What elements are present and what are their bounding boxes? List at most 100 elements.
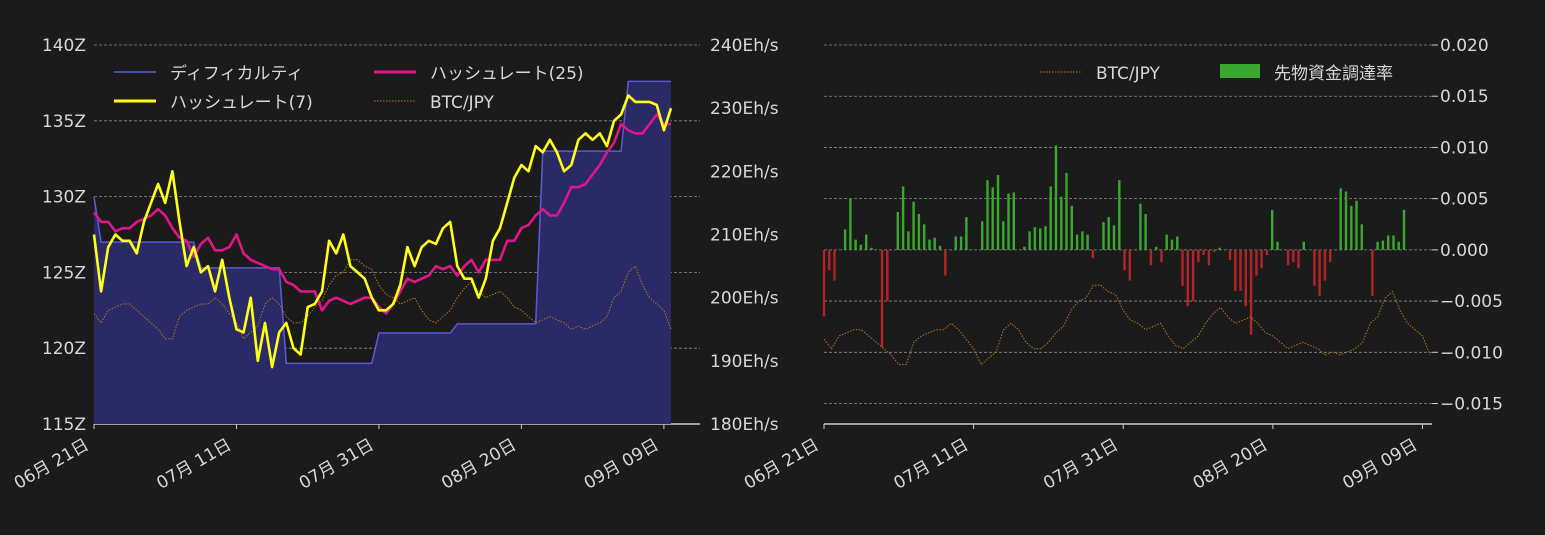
funding-rate-bar [1023, 246, 1026, 250]
funding-rate-bar [1039, 228, 1042, 250]
funding-rate-bar [901, 186, 905, 250]
funding-rate-bar [1139, 203, 1142, 250]
x-axis-tick-label: 07月 31日 [296, 435, 378, 494]
right-axis-tick-label: 0.010 [1440, 138, 1489, 158]
left-axis-tick-label: 130Z [42, 188, 86, 208]
x-axis-tick-label: 08月 20日 [438, 435, 520, 494]
funding-rate-bar [907, 231, 910, 250]
funding-rate-bar [981, 221, 984, 250]
right-axis-tick-label: 220Eh/s [710, 162, 779, 182]
funding-rate-bar [880, 249, 884, 348]
left-axis-tick-label: 120Z [42, 339, 86, 359]
funding-rate-bar [854, 239, 857, 250]
funding-rate-bar [1123, 249, 1126, 271]
funding-rate-bar [1297, 249, 1300, 269]
funding-rate-bar [1060, 196, 1063, 250]
right-axis-tick-label: 200Eh/s [710, 289, 779, 309]
funding-rate-bar [1292, 249, 1295, 263]
funding-rate-bar [1318, 249, 1321, 296]
legend-funding-rate-label: 先物資金調達率 [1274, 64, 1393, 84]
funding-rate-bar [870, 247, 873, 250]
funding-rate-bar [1397, 241, 1400, 250]
funding-rate-bar [1191, 249, 1195, 302]
funding-rate-bar [1049, 186, 1052, 250]
funding-rate-bar [1265, 249, 1269, 255]
funding-rate-bar [1207, 249, 1211, 266]
funding-rate-bar [938, 245, 942, 250]
funding-rate-bar [1160, 249, 1163, 263]
funding-rate-bar [928, 239, 931, 250]
funding-rate-bar [1302, 241, 1305, 250]
x-axis-tick-label: 07月 11日 [153, 435, 235, 494]
left-chart-difficulty-hashrate: 140Z 135Z 130Z 125Z 120Z 115Z 240Eh/s 230Eh/s 22… [11, 36, 779, 494]
legend-btc-jpy-label: BTC/JPY [1096, 64, 1161, 84]
funding-rate-bar [1313, 249, 1316, 286]
series-line-btc-jpy [823, 284, 1431, 366]
funding-rate-bar [1376, 241, 1379, 250]
funding-rate-bar [1176, 236, 1179, 250]
funding-rate-bar [1028, 231, 1031, 250]
funding-rate-bar [1260, 249, 1263, 269]
funding-rate-bar [1392, 235, 1395, 250]
funding-rate-bar [991, 187, 994, 250]
funding-rate-bar [923, 224, 926, 250]
right-axis-tick-label: 0.000 [1440, 241, 1489, 261]
funding-rate-bar [1244, 249, 1247, 307]
funding-rate-bar [1054, 145, 1058, 250]
funding-rate-bar [1107, 217, 1110, 250]
funding-rate-bar [865, 234, 868, 250]
funding-rate-bar [996, 175, 1000, 250]
funding-rate-bar [933, 237, 936, 250]
right-axis-tick-label: 210Eh/s [710, 226, 779, 246]
funding-rate-bar [859, 244, 863, 250]
funding-rate-bar [1213, 249, 1216, 252]
funding-rate-bar [1381, 240, 1385, 250]
right-axis-tick-label: 190Eh/s [710, 352, 779, 372]
right-axis-tick-label: −0.010 [1440, 343, 1503, 363]
series-line-hashrate-7 [92, 94, 673, 369]
x-axis-tick-label: 09月 09日 [1339, 435, 1421, 494]
funding-rate-bar [1234, 249, 1237, 291]
x-axis-tick-label: 08月 20日 [1190, 435, 1272, 494]
funding-rate-bar [1197, 249, 1200, 263]
funding-rate-bar [1402, 209, 1406, 250]
funding-rate-bar [1086, 234, 1089, 250]
legend-hashrate-25-label: ハッシュレート(25) [430, 64, 584, 84]
funding-rate-bar [1081, 231, 1084, 250]
funding-rate-bar [1144, 214, 1147, 250]
funding-rate-bar [1155, 246, 1158, 250]
funding-rate-bar [1165, 234, 1168, 250]
funding-rate-bar [1350, 205, 1353, 250]
legend-btc-jpy-label: BTC/JPY [430, 93, 495, 113]
funding-rate-bar [1355, 200, 1358, 250]
funding-rate-bar [1044, 226, 1047, 250]
funding-rate-bar [965, 217, 968, 250]
funding-rate-bar [1360, 224, 1363, 250]
funding-rate-bar [1170, 239, 1174, 250]
funding-rate-bar [1012, 192, 1015, 250]
x-axis-tick-label: 07月 31日 [1040, 435, 1122, 494]
right-chart-funding-rate: 0.020 0.015 0.010 0.005 0.000 −0.005 −0.010 −0.… [741, 36, 1503, 494]
funding-rate-bar [1033, 227, 1037, 250]
funding-rate-bar [1339, 188, 1342, 250]
funding-rate-bar [1112, 225, 1116, 250]
funding-rate-bar [1286, 249, 1290, 266]
funding-rate-bar [912, 201, 915, 250]
funding-rate-bar [1276, 241, 1279, 250]
funding-rate-bar [1323, 249, 1327, 281]
funding-rate-bar [1065, 173, 1068, 250]
legend-funding-rate-swatch [1220, 64, 1260, 78]
legend-hashrate-7-label: ハッシュレート(7) [170, 93, 313, 113]
funding-rate-bar [1007, 193, 1010, 250]
funding-rate-bar [1371, 249, 1374, 296]
funding-rate-bar [1070, 205, 1073, 250]
funding-rate-bar [1239, 249, 1242, 291]
funding-rate-bar [1218, 247, 1221, 250]
left-axis-tick-label: 140Z [42, 36, 86, 56]
right-axis-tick-label: 230Eh/s [710, 99, 779, 119]
funding-rate-bar [1228, 249, 1232, 261]
funding-rate-bar [1118, 180, 1121, 250]
funding-rate-bar [1149, 249, 1153, 266]
difficulty-area [94, 81, 671, 425]
right-axis-tick-label: 240Eh/s [710, 36, 779, 56]
